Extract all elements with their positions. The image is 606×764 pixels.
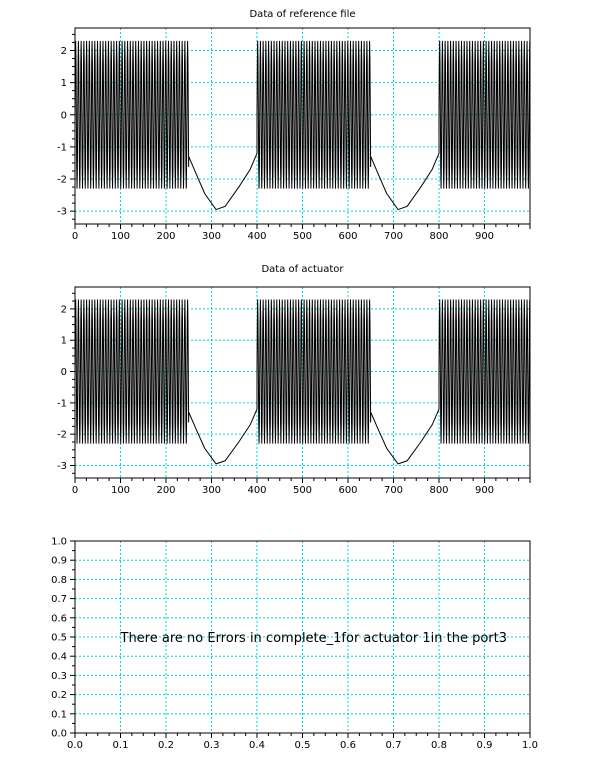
y-tick-label: 1.0	[51, 537, 67, 548]
y-tick-label: 0	[61, 367, 67, 378]
x-tick-label: 200	[156, 231, 175, 242]
x-tick-label: 900	[475, 485, 494, 496]
x-tick-label: 0.0	[67, 740, 83, 751]
x-tick-label: 600	[338, 231, 357, 242]
chart-3: 0.0 0.1 0.2 0.3 0.4 0.5 0.6 0.7 0.8 0.9 1.0 0.0 0.1 0…	[51, 537, 538, 752]
y-tick-label: 0	[61, 110, 67, 121]
x-tick-label: 400	[247, 231, 266, 242]
x-tick-label: 700	[384, 231, 403, 242]
x-tick-label: 0.6	[340, 740, 356, 751]
x-tick-label: 1.0	[522, 740, 538, 751]
x-tick-label: 0.8	[431, 740, 447, 751]
y-tick-label: -3	[57, 207, 67, 218]
y-tick-label: 0.9	[51, 556, 67, 567]
x-tick-label: 900	[475, 231, 494, 242]
x-tick-label: 100	[111, 485, 130, 496]
y-tick-label: 0.6	[51, 613, 67, 624]
x-tick-label: 800	[429, 231, 448, 242]
x-tick-label: 100	[111, 231, 130, 242]
x-tick-label: 0.1	[113, 740, 129, 751]
y-tick-label: 2	[61, 304, 67, 315]
x-tick-label: 500	[293, 231, 312, 242]
chart-title: Data of reference file	[249, 9, 355, 20]
series-line	[74, 299, 531, 465]
chart-2: Data of actuator 0 100 200 300 400 500 600 700 80…	[57, 264, 531, 496]
x-tick-label: 300	[202, 485, 221, 496]
y-tick-label: 0.5	[51, 633, 67, 644]
y-tick-label: 0.4	[51, 652, 67, 663]
x-tick-label: 0	[72, 231, 78, 242]
x-tick-label: 0.5	[295, 740, 311, 751]
y-tick-label: 1	[61, 336, 67, 347]
y-tick-label: 2	[61, 46, 67, 57]
x-tick-label: 600	[338, 485, 357, 496]
x-tick-label: 300	[202, 231, 221, 242]
annotation-text: There are no Errors in complete_1for act…	[120, 631, 508, 646]
y-tick-label: -3	[57, 461, 67, 472]
x-tick-label: 0.3	[204, 740, 220, 751]
y-tick-label: 1	[61, 78, 67, 89]
y-tick-label: -2	[57, 430, 67, 441]
x-tick-label: 400	[247, 485, 266, 496]
series-line	[74, 40, 531, 211]
x-tick-label: 800	[429, 485, 448, 496]
x-tick-label: 0.4	[249, 740, 265, 751]
y-tick-label: 0.8	[51, 575, 67, 586]
x-tick-label: 700	[384, 485, 403, 496]
y-tick-label: 0.3	[51, 671, 67, 682]
x-tick-label: 500	[293, 485, 312, 496]
x-tick-label: 200	[156, 485, 175, 496]
y-tick-label: 0.7	[51, 594, 67, 605]
y-tick-label: -1	[57, 142, 67, 153]
x-tick-label: 0	[72, 485, 78, 496]
x-tick-label: 0.7	[386, 740, 402, 751]
y-tick-label: 0.0	[51, 729, 67, 740]
y-tick-label: 0.2	[51, 690, 67, 701]
y-tick-label: 0.1	[51, 709, 67, 720]
y-tick-label: -2	[57, 175, 67, 186]
y-tick-label: -1	[57, 398, 67, 409]
x-tick-label: 0.9	[477, 740, 493, 751]
chart-1: Data of reference file 0 100 200 300 400 500 60…	[57, 9, 531, 242]
chart-title: Data of actuator	[261, 264, 344, 275]
x-tick-label: 0.2	[158, 740, 174, 751]
